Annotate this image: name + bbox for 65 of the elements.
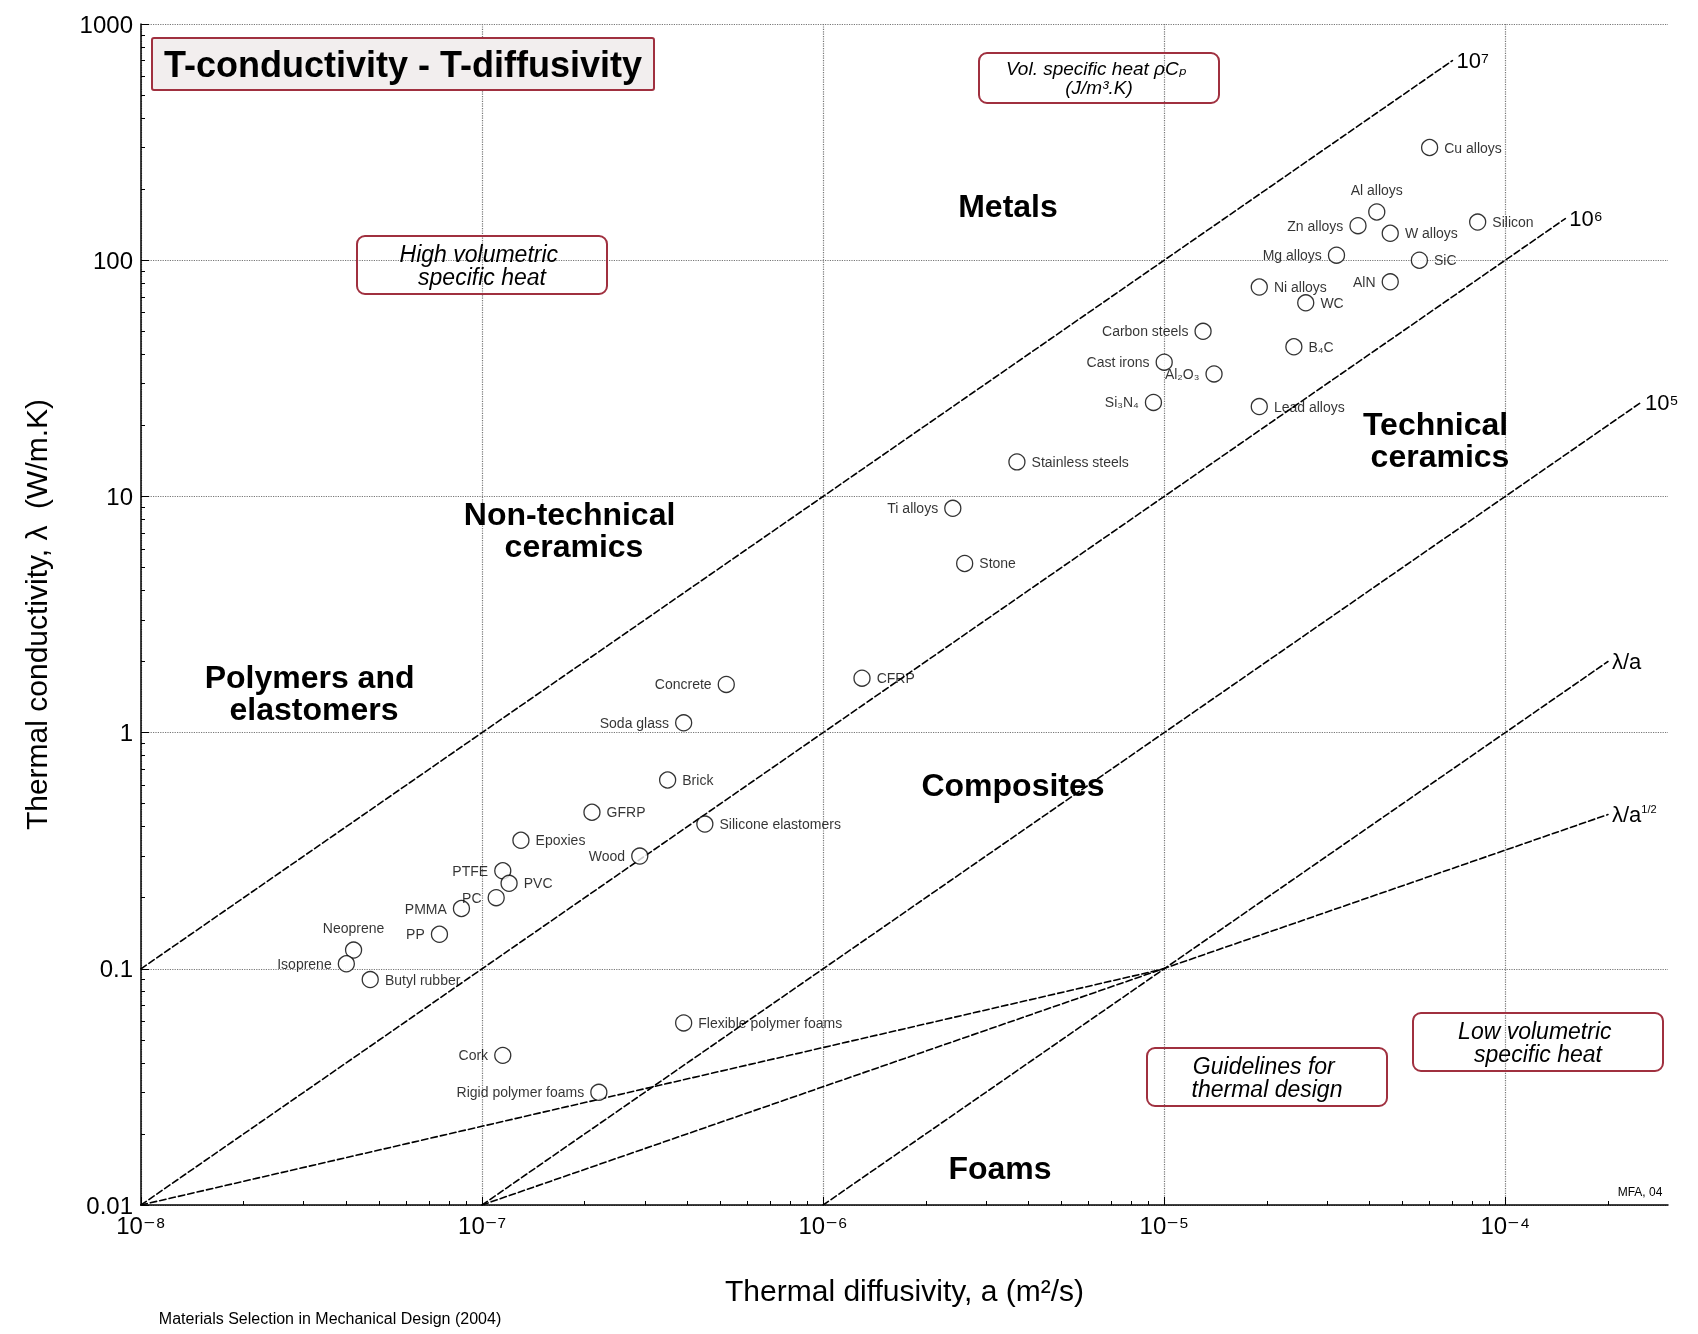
y-tick-label: 1000 xyxy=(79,10,133,38)
series-label: Mg alloys xyxy=(1262,247,1322,264)
series-label: GFRP xyxy=(606,804,646,821)
y-tick-label: 10 xyxy=(106,482,133,510)
text: Materials Selection in Mechanical Design (2004) xyxy=(158,1309,502,1327)
series-label: SiC xyxy=(1434,252,1457,269)
series-label: Carbon steels xyxy=(1102,323,1189,340)
series-label: 10⁷ xyxy=(1456,48,1489,74)
y-tick-label: 0.1 xyxy=(99,955,133,983)
series-label: Cork xyxy=(458,1047,490,1064)
series-label: λ/a xyxy=(1611,649,1643,674)
series-label: Stone xyxy=(979,555,1017,572)
annotation: Composites xyxy=(921,767,1105,803)
annotation: Low volumetric specific heat xyxy=(1458,1017,1618,1067)
series-label: 10⁶ xyxy=(1569,206,1603,232)
series-label: CFRP xyxy=(876,670,915,687)
series-label: W alloys xyxy=(1404,225,1458,242)
series-label: Wood xyxy=(588,848,626,865)
series-label: Rigid polymer foams xyxy=(456,1084,585,1101)
series-label: 10⁵ xyxy=(1644,389,1679,415)
series-label: Cast irons xyxy=(1086,354,1150,371)
series-label: Brick xyxy=(682,772,715,788)
y-tick-label: 100 xyxy=(92,246,133,274)
series-label: Zn alloys xyxy=(1287,217,1344,234)
series-label: Al₂O₃ xyxy=(1164,365,1200,382)
y-axis-title: Thermal conductivity, λ (W/m.K) xyxy=(19,398,53,831)
series-label: Neoprene xyxy=(322,920,385,937)
series-label: Silicone elastomers xyxy=(719,816,841,833)
annotation: MFA, 04 xyxy=(1617,1185,1663,1199)
series-label: Cu alloys xyxy=(1444,139,1502,156)
series-label: Isoprene xyxy=(277,955,332,972)
annotation: Polymers and elastomers xyxy=(204,659,424,727)
annotation: Foams xyxy=(948,1150,1052,1186)
x-tick-label: 10⁻⁷ xyxy=(458,1211,507,1239)
series-label: PMMA xyxy=(404,900,448,917)
series-label: B₄C xyxy=(1308,338,1334,355)
series-label: Butyl rubber xyxy=(384,971,461,988)
series-label: AlN xyxy=(1353,273,1376,290)
x-tick-label: 10⁻⁶ xyxy=(798,1211,848,1239)
series-label: Si₃N₄ xyxy=(1104,394,1140,411)
y-tick-label: 1 xyxy=(119,719,133,747)
annotation: Guidelines for thermal design xyxy=(1191,1052,1343,1102)
series-label: WC xyxy=(1320,294,1344,311)
annotation: Vol. specific heat ρCₚ (J/m³.K) xyxy=(1005,58,1193,98)
annotation: Non-technical ceramics xyxy=(463,496,685,564)
series-label: PC xyxy=(462,889,482,906)
annotation: High volumetric specific heat xyxy=(399,240,565,290)
series-label: Al alloys xyxy=(1350,182,1403,199)
text: T-conductivity - T-diffusivity xyxy=(164,43,643,85)
series-label: Stainless steels xyxy=(1031,453,1129,470)
x-tick-label: 10⁻⁵ xyxy=(1139,1211,1189,1239)
series-label: Soda glass xyxy=(599,714,670,731)
series-label: PVC xyxy=(523,875,553,892)
series-label: Ni alloys xyxy=(1273,279,1327,296)
annotation: Technical ceramics xyxy=(1362,406,1518,474)
series-label: Flexible polymer foams xyxy=(698,1014,843,1031)
series-label: PP xyxy=(406,926,425,943)
x-tick-label: 10⁻⁴ xyxy=(1480,1211,1531,1239)
series-label: Silicon xyxy=(1492,214,1534,231)
series-label: Epoxies xyxy=(535,832,586,849)
series-label: PTFE xyxy=(452,862,489,879)
annotation: Metals xyxy=(958,188,1058,224)
x-axis-title: Thermal diffusivity, a (m²/s) xyxy=(725,1273,1084,1307)
series-label: Concrete xyxy=(654,676,712,693)
series-label: Ti alloys xyxy=(887,500,939,517)
